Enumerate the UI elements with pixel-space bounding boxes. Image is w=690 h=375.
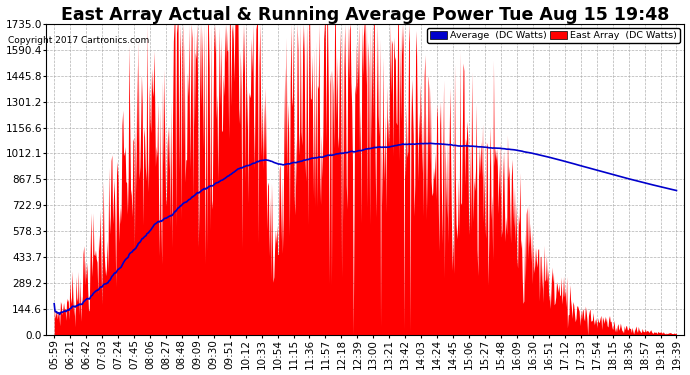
- Legend: Average  (DC Watts), East Array  (DC Watts): Average (DC Watts), East Array (DC Watts…: [427, 28, 680, 43]
- Title: East Array Actual & Running Average Power Tue Aug 15 19:48: East Array Actual & Running Average Powe…: [61, 6, 669, 24]
- Text: Copyright 2017 Cartronics.com: Copyright 2017 Cartronics.com: [8, 36, 150, 45]
